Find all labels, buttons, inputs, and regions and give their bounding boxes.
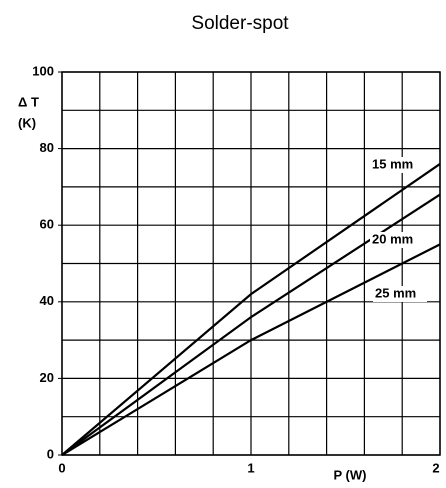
- x-axis-label: P (W): [334, 467, 367, 482]
- y-tick-label: 40: [40, 293, 54, 308]
- label-background: [373, 286, 427, 302]
- y-tick-label: 0: [47, 446, 54, 461]
- y-tick-label: 60: [40, 217, 54, 232]
- y-tick-label: 100: [32, 63, 54, 78]
- series-label: 20 mm: [372, 231, 413, 246]
- plot-frame: [61, 71, 441, 456]
- label-background: [370, 157, 424, 173]
- y-axis-label: (K): [18, 115, 36, 130]
- series-label: 25 mm: [375, 285, 416, 300]
- x-tick-label: 2: [432, 460, 439, 475]
- y-tick-label: 80: [40, 140, 54, 155]
- x-tick-label: 0: [58, 460, 65, 475]
- line-series: [61, 243, 441, 456]
- x-tick-label: 1: [247, 460, 254, 475]
- line-series: [61, 163, 441, 456]
- y-axis-label: Δ T: [18, 94, 39, 109]
- y-tick-label: 20: [40, 370, 54, 385]
- chart-title: Solder-spot: [191, 13, 289, 34]
- series-label: 15 mm: [372, 156, 413, 171]
- label-background: [370, 232, 424, 248]
